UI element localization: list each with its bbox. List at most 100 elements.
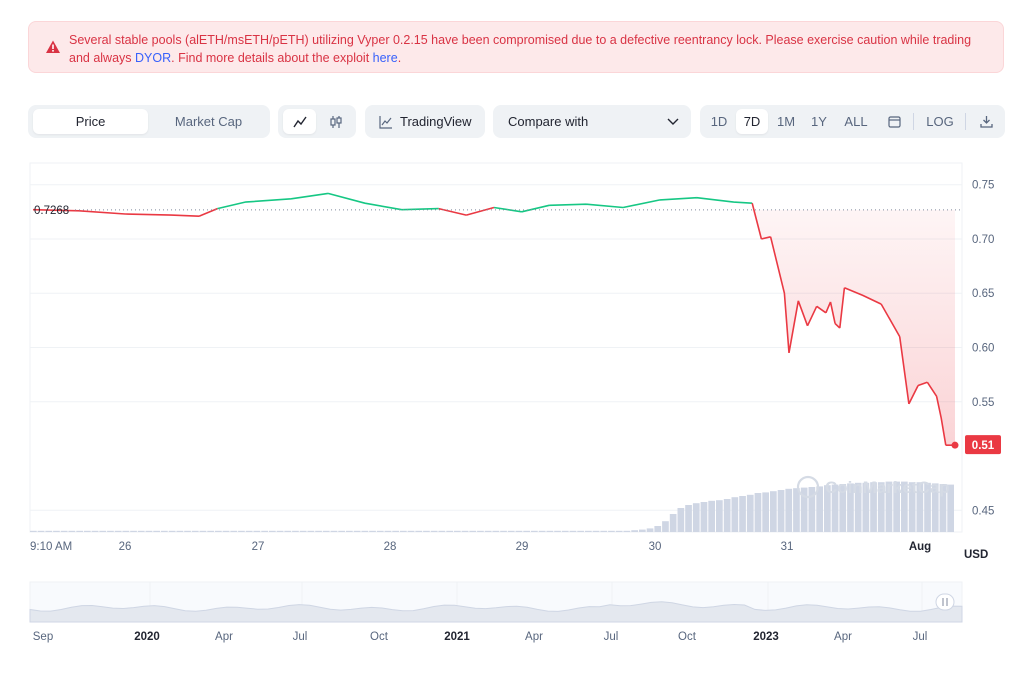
volume-bar (639, 529, 646, 532)
volume-bar (415, 530, 423, 532)
volume-bar (253, 530, 261, 532)
volume-bar (245, 530, 253, 532)
price-marketcap-toggle: Price Market Cap (28, 105, 270, 138)
y-tick-label: 0.70 (972, 234, 994, 246)
x-tick-label: 31 (781, 541, 794, 553)
x-tick-label: 26 (119, 541, 132, 553)
volume-bar (384, 530, 392, 532)
volume-bar (461, 530, 469, 532)
download-button[interactable] (972, 109, 1000, 134)
y-tick-label: 0.60 (972, 343, 994, 355)
calendar-button[interactable] (880, 109, 908, 134)
tradingview-icon (379, 116, 392, 129)
volume-bar (369, 530, 376, 532)
navigator-tick-label: Apr (834, 631, 852, 643)
range-1d[interactable]: 1D (710, 114, 728, 129)
volume-bar (770, 491, 777, 532)
dyor-link[interactable]: DYOR (135, 51, 172, 65)
volume-bar (430, 530, 438, 532)
compare-with-dropdown[interactable]: Compare with (493, 105, 691, 138)
volume-bar (816, 486, 823, 532)
volume-bar (608, 530, 615, 532)
volume-bar (654, 526, 662, 532)
volume-bar (916, 482, 924, 532)
navigator-tick-label: Oct (678, 631, 697, 643)
volume-bar (677, 508, 685, 532)
candlestick-chart-button[interactable] (319, 109, 352, 134)
volume-bar (808, 487, 816, 532)
volume-bar (746, 494, 754, 532)
volume-bar (924, 482, 931, 532)
log-scale-toggle[interactable]: LOG (926, 114, 954, 129)
navigator-area (29, 601, 963, 623)
volume-bar (523, 530, 530, 532)
alert-text-before: Several stable pools (alETH/msETH/pETH) … (69, 33, 972, 65)
price-area-fill (752, 209, 955, 446)
volume-bar (145, 530, 153, 532)
volume-bar (392, 530, 399, 532)
exploit-details-link[interactable]: here (372, 51, 398, 65)
volume-bar (716, 500, 723, 532)
volume-bar (554, 530, 561, 532)
volume-bar (854, 482, 862, 532)
volume-bar (561, 530, 569, 532)
range-1m[interactable]: 1M (776, 114, 796, 129)
x-tick-label: 28 (384, 541, 397, 553)
volume-bar (908, 482, 916, 532)
range-navigator[interactable]: Sep 2020 Apr Jul Oct 2021 Apr Jul Oct 2023 Apr Jul (29, 581, 963, 643)
volume-bar (307, 530, 315, 532)
volume-bar (939, 484, 947, 532)
volume-bar (207, 530, 214, 532)
volume-bar (168, 530, 176, 532)
volume-bar (723, 499, 731, 532)
volume-bar (500, 530, 507, 532)
navigator-tick-label: Jul (604, 631, 619, 643)
volume-bar (215, 530, 222, 532)
tradingview-label: TradingView (400, 114, 472, 129)
volume-bar (261, 530, 268, 532)
line-chart-button[interactable] (283, 109, 316, 134)
volume-bar (824, 485, 831, 532)
volume-bar (130, 530, 137, 532)
volume-bar (793, 488, 800, 532)
current-price-label: 0.51 (972, 440, 995, 452)
volume-bar (315, 530, 322, 532)
download-icon (979, 116, 993, 128)
navigator-tick-label: Oct (370, 631, 389, 643)
volume-bar (361, 530, 369, 532)
volume-bar (400, 530, 407, 532)
volume-bar (669, 514, 677, 532)
x-axis: 9:10 AM 26 27 28 29 30 31 Aug (30, 541, 931, 553)
volume-bars (30, 481, 954, 532)
volume-bar (546, 530, 554, 532)
volume-bar (901, 481, 908, 532)
price-line-down (32, 203, 955, 446)
volume-bar (45, 530, 53, 532)
volume-bar (831, 484, 839, 532)
market-cap-tab[interactable]: Market Cap (174, 114, 243, 129)
volume-bar (53, 530, 60, 532)
x-tick-label: 29 (516, 541, 529, 553)
price-line (32, 192, 959, 449)
volume-bar (122, 530, 130, 532)
navigator-tick-label: Apr (215, 631, 233, 643)
navigator-tick-label: Sep (33, 631, 53, 643)
current-price-badge (965, 435, 1001, 455)
volume-bar (631, 530, 638, 532)
range-selector: 1D 7D 1M 1Y ALL LOG (700, 105, 1005, 138)
tradingview-button[interactable]: TradingView (365, 105, 485, 138)
volume-bar (30, 530, 37, 532)
chevron-down-icon (667, 118, 679, 125)
price-tab[interactable]: Price (33, 109, 148, 134)
volume-bar (238, 530, 245, 532)
range-all[interactable]: ALL (844, 114, 868, 129)
range-7d[interactable]: 7D (736, 109, 768, 134)
volume-bar (407, 530, 415, 532)
volume-bar (137, 530, 145, 532)
volume-bar (276, 530, 284, 532)
volume-bar (785, 488, 793, 532)
y-tick-label: 0.65 (972, 288, 994, 300)
volume-bar (230, 530, 238, 532)
range-1y[interactable]: 1Y (811, 114, 827, 129)
